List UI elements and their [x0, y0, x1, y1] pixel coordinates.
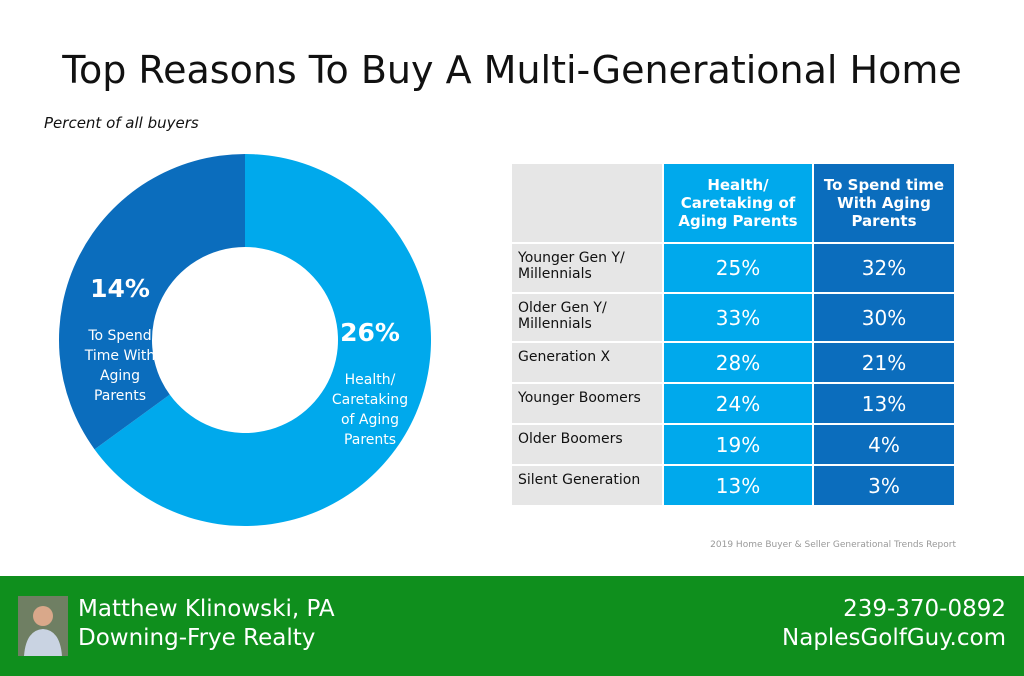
table-cell: 13%: [662, 464, 814, 507]
footer: Matthew Klinowski, PA Downing-Frye Realt…: [0, 576, 1024, 676]
phone: 239-370-0892: [843, 596, 1006, 622]
row-label: Older Boomers: [510, 423, 664, 466]
table-cell: 32%: [812, 242, 956, 294]
row-label: Younger Gen Y/ Millennials: [510, 242, 664, 294]
table-cell: 24%: [662, 382, 814, 425]
agent-photo: [18, 596, 68, 656]
row-label: Silent Generation: [510, 464, 664, 507]
table-cell: 25%: [662, 242, 814, 294]
category-label: Health/ Caretaking of Aging Parents: [331, 372, 409, 448]
data-label: 26% Health/ Caretaking of Aging Parents: [320, 296, 420, 450]
value-label: 26%: [340, 318, 400, 347]
table-cell: 4%: [812, 423, 956, 466]
row-label: Older Gen Y/ Millennials: [510, 292, 664, 343]
table-cell: 13%: [812, 382, 956, 425]
category-label: To Spend Time With Aging Parents: [84, 328, 156, 404]
table-header: To Spend time With Aging Parents: [812, 162, 956, 244]
table-cell: 21%: [812, 341, 956, 384]
table-header: Health/ Caretaking of Aging Parents: [662, 162, 814, 244]
value-label: 14%: [90, 274, 150, 303]
table-cell: 33%: [662, 292, 814, 343]
table-cell: 30%: [812, 292, 956, 343]
donut-segment: [59, 154, 246, 450]
data-table: Health/ Caretaking of Aging Parents To S…: [510, 162, 956, 507]
row-label: Generation X: [510, 341, 664, 384]
website: NaplesGolfGuy.com: [782, 625, 1006, 651]
table-cell: 19%: [662, 423, 814, 466]
source-note: 2019 Home Buyer & Seller Generational Tr…: [710, 540, 956, 550]
donut-chart: [59, 154, 432, 526]
table-cell: 28%: [662, 341, 814, 384]
company: Downing-Frye Realty: [78, 625, 316, 651]
data-label: 14% To Spend Time With Aging Parents: [70, 252, 170, 406]
row-label: Younger Boomers: [510, 382, 664, 425]
table-cell: 3%: [812, 464, 956, 507]
title: Top Reasons To Buy A Multi-Generational …: [62, 48, 962, 92]
subtitle: Percent of all buyers: [44, 114, 199, 132]
agent-name: Matthew Klinowski, PA: [78, 596, 335, 622]
table-header: [510, 162, 664, 244]
donut-segment: [94, 154, 432, 526]
